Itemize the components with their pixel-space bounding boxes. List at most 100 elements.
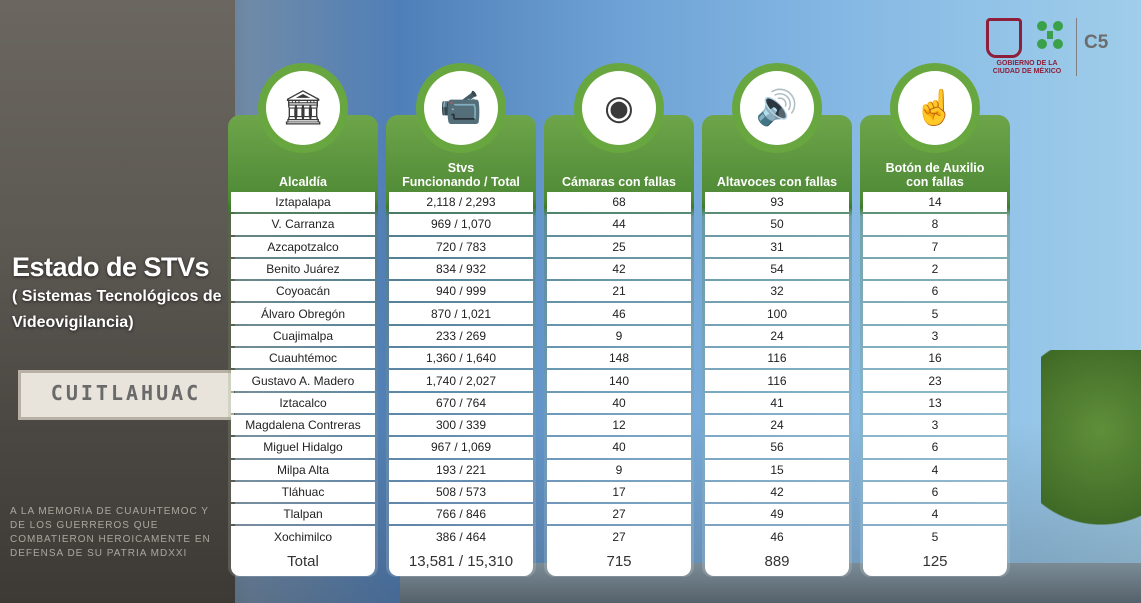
table-cell: Álvaro Obregón — [231, 303, 375, 324]
total-cell: 13,581 / 15,310 — [389, 546, 533, 576]
gov-text: GOBIERNO DE LA CIUDAD DE MÉXICO — [982, 60, 1072, 76]
table-cell: 2 — [863, 258, 1007, 280]
table-cell: 27 — [547, 504, 691, 525]
monument-plaque: CUITLAHUAC — [18, 370, 234, 420]
table-cell: V. Carranza — [231, 214, 375, 235]
table-cell: 9 — [547, 459, 691, 480]
table-cell: 670 / 764 — [389, 392, 533, 413]
column-header: Stvs Funcionando / Total — [386, 155, 536, 189]
gov-line-1: GOBIERNO DE LA — [996, 60, 1058, 67]
table-cell: 54 — [705, 258, 849, 280]
table-cell: 766 / 846 — [389, 504, 533, 525]
table-cell: Iztacalco — [231, 392, 375, 413]
table-cell: Tláhuac — [231, 481, 375, 503]
column-header-line-2: con fallas — [906, 175, 964, 189]
column-rows: Iztapalapa V. Carranza Azcapotzalco Benito … — [231, 192, 375, 549]
table-cell: 17 — [547, 481, 691, 503]
table-cell: 68 — [547, 192, 691, 213]
column-badge: 🔊 — [732, 63, 822, 153]
column-header-line-1: Alcaldía — [279, 175, 327, 189]
column-header: Botón de Auxilio con fallas — [860, 155, 1010, 189]
gov-line-2: CIUDAD DE MÉXICO — [992, 68, 1062, 75]
table-cell: 6 — [863, 437, 1007, 458]
table-cell: Xochimilco — [231, 526, 375, 547]
table-cell: 16 — [863, 348, 1007, 369]
table-cell: 2,118 / 2,293 — [389, 192, 533, 213]
column-3: 🔊 Altavoces con fallas 93 50 31 54 32 100 24 116 1… — [702, 63, 852, 577]
table-cell: 834 / 932 — [389, 258, 533, 280]
column-header-line-1: Cámaras con fallas — [562, 175, 676, 189]
table-cell: 25 — [547, 236, 691, 257]
shield-icon — [986, 18, 1022, 58]
column-rows: 93 50 31 54 32 100 24 116 116 41 24 56 15 42 49 46 — [705, 192, 849, 549]
table-cell: 93 — [705, 192, 849, 213]
table-cell: 50 — [705, 214, 849, 235]
table-cell: 508 / 573 — [389, 481, 533, 503]
table-cell: 5 — [863, 526, 1007, 547]
table-cell: 13 — [863, 392, 1007, 413]
column-header-line-1: Stvs — [447, 161, 475, 175]
column-header: Cámaras con fallas — [544, 155, 694, 189]
logo-divider — [1076, 18, 1077, 76]
table-cell: 720 / 783 — [389, 236, 533, 257]
table-cell: 21 — [547, 281, 691, 302]
infographic-title: Estado de STVs ( Sistemas Tecnológicos d… — [12, 252, 222, 335]
title-sub-2: Videovigilancia) — [12, 314, 134, 331]
table-cell: 148 — [547, 348, 691, 369]
table-cell: 24 — [705, 325, 849, 347]
table-cell: Milpa Alta — [231, 459, 375, 480]
table-cell: 100 — [705, 303, 849, 324]
table-cell: 870 / 1,021 — [389, 303, 533, 324]
table-cell: 15 — [705, 459, 849, 480]
table-cell: 5 — [863, 303, 1007, 324]
table-cell: 40 — [547, 392, 691, 413]
table-cell: 6 — [863, 281, 1007, 302]
total-cell: 715 — [547, 546, 691, 576]
table-cell: 42 — [705, 481, 849, 503]
table-cell: 32 — [705, 281, 849, 302]
table-cell: 967 / 1,069 — [389, 437, 533, 458]
table-cell: Miguel Hidalgo — [231, 437, 375, 458]
table-cell: 940 / 999 — [389, 281, 533, 302]
monument-inscription: A LA MEMORIA DE CUAUHTEMOC Y DE LOS GUER… — [10, 506, 211, 559]
table-cell: 116 — [705, 370, 849, 391]
column-badge: 🏛 — [258, 63, 348, 153]
cdmx-c5-logo: GOBIERNO DE LA CIUDAD DE MÉXICO C5 — [980, 14, 1120, 80]
table-cell: 24 — [705, 414, 849, 436]
table-cell: 1,740 / 2,027 — [389, 370, 533, 391]
table-cell: 969 / 1,070 — [389, 214, 533, 235]
total-cell: Total — [231, 546, 375, 576]
speaker-icon: 🔊 — [740, 71, 814, 145]
table-cell: 49 — [705, 504, 849, 525]
table-cell: 3 — [863, 325, 1007, 347]
table-cell: Iztapalapa — [231, 192, 375, 213]
table-cell: 1,360 / 1,640 — [389, 348, 533, 369]
table-cell: 3 — [863, 414, 1007, 436]
trees-right — [1041, 350, 1141, 550]
dome-camera-icon: ◉ — [582, 71, 656, 145]
table-cell: 23 — [863, 370, 1007, 391]
column-rows: 68 44 25 42 21 46 9 148 140 40 12 40 9 17 27 27 — [547, 192, 691, 549]
table-cell: 7 — [863, 236, 1007, 257]
table-cell: 4 — [863, 504, 1007, 525]
table-cell: 14 — [863, 192, 1007, 213]
title-sub-1: ( Sistemas Tecnológicos de — [12, 288, 222, 305]
table-cell: 56 — [705, 437, 849, 458]
table-cell: 42 — [547, 258, 691, 280]
table-cell: 27 — [547, 526, 691, 547]
table-cell: 116 — [705, 348, 849, 369]
table-cell: 41 — [705, 392, 849, 413]
table-cell: Tlalpan — [231, 504, 375, 525]
table-cell: 140 — [547, 370, 691, 391]
table-cell: 6 — [863, 481, 1007, 503]
table-cell: 40 — [547, 437, 691, 458]
table-cell: 44 — [547, 214, 691, 235]
total-cell: 889 — [705, 546, 849, 576]
column-header-line-2: Funcionando / Total — [402, 175, 520, 189]
table-cell: Magdalena Contreras — [231, 414, 375, 436]
table-cell: 4 — [863, 459, 1007, 480]
column-0: 🏛 Alcaldía Iztapalapa V. Carranza Azcapotzal… — [228, 63, 378, 577]
cctv-camera-icon: 📹 — [424, 71, 498, 145]
table-cell: Benito Juárez — [231, 258, 375, 280]
column-badge: ◉ — [574, 63, 664, 153]
